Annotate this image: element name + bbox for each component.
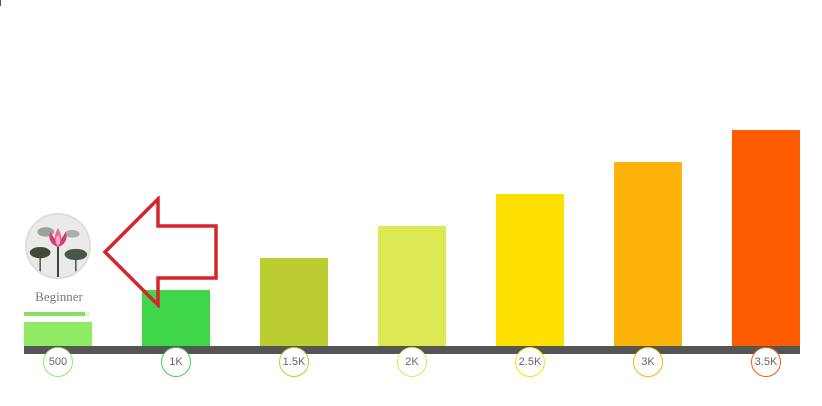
tier-bar-2k xyxy=(378,226,446,354)
tier-badge[interactable]: 3K xyxy=(633,347,663,377)
tier-badge[interactable]: 1K xyxy=(161,347,191,377)
tier-badge[interactable]: 2K xyxy=(397,347,427,377)
level-name: Beginner xyxy=(35,289,83,304)
tier-badge[interactable]: 1.5K xyxy=(279,347,309,377)
level-progress-fill xyxy=(24,312,85,316)
tier-bar-3-5k xyxy=(732,130,800,354)
tier-bar-1-5k xyxy=(260,258,328,354)
left-arrow-icon xyxy=(102,196,218,308)
tier-badge[interactable]: 2.5K xyxy=(515,347,545,377)
tier-badge[interactable]: 500 xyxy=(43,347,73,377)
corner-marker xyxy=(0,0,1,6)
tier-bar-2-5k xyxy=(496,194,564,354)
avatar[interactable] xyxy=(25,213,91,279)
tier-badge[interactable]: 3.5K xyxy=(751,347,781,377)
level-progress-bar xyxy=(24,312,90,316)
lotus-flower-icon xyxy=(27,215,89,277)
tier-bar-3k xyxy=(614,162,682,354)
